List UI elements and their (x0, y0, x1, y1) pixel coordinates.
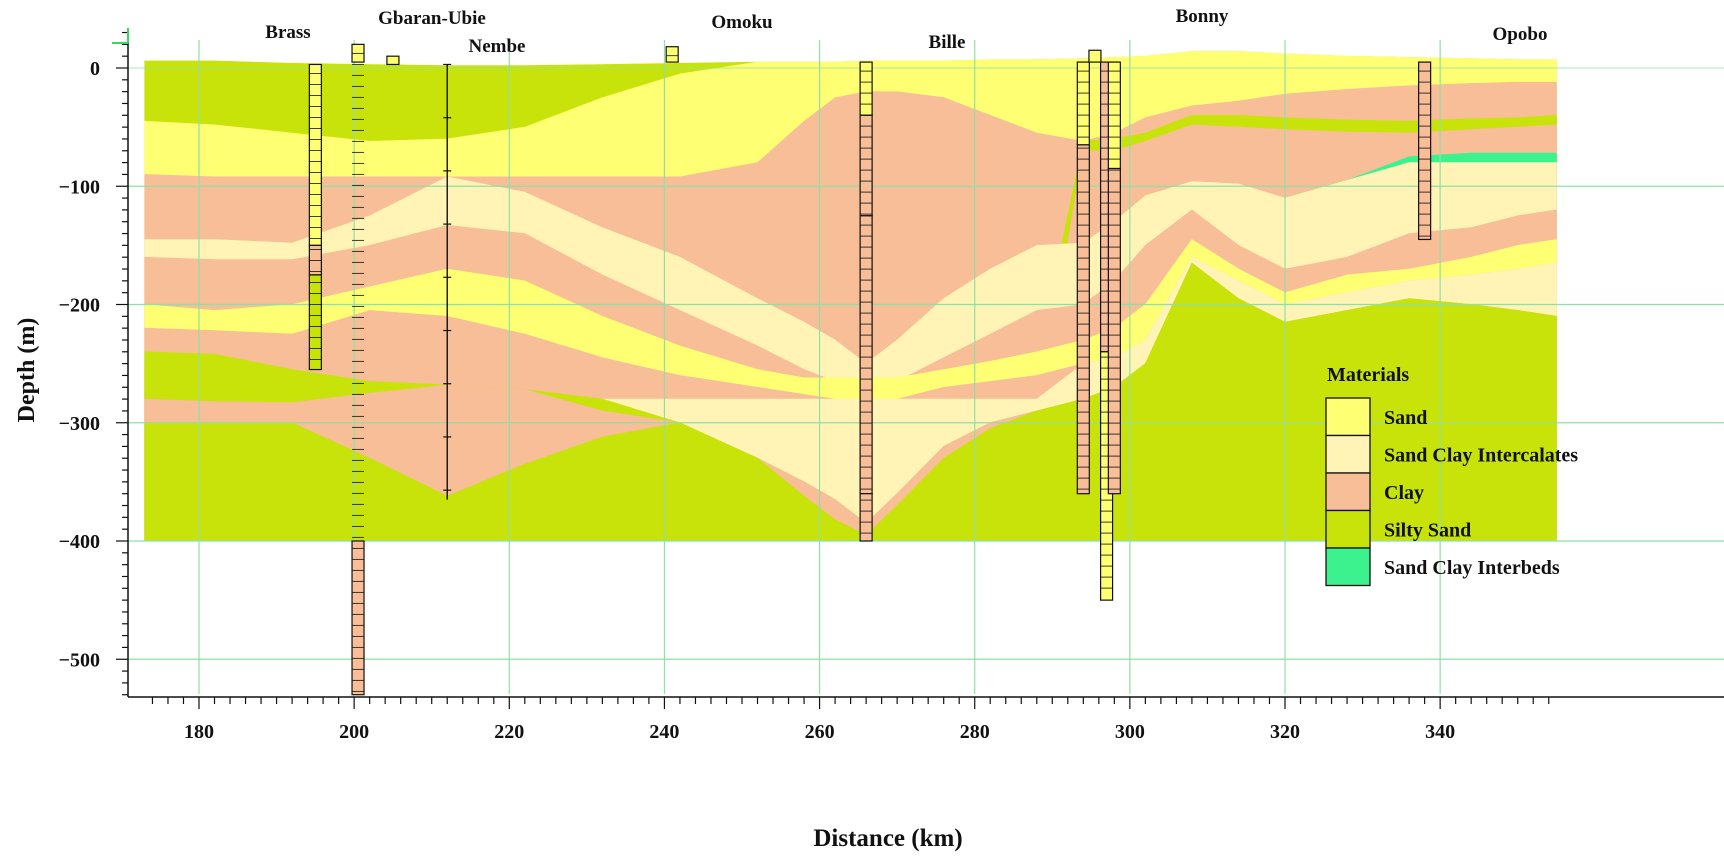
location-labels: Brass Gbaran-Ubie Nembe Omoku Bille Bonny Opob… (265, 6, 1547, 57)
borehole-log (1107, 61, 1121, 495)
x-tick-label: 260 (805, 721, 835, 743)
grid-lines (128, 40, 1724, 694)
legend-item-label: Sand (1384, 407, 1427, 429)
y-axis-label: Depth (m) (14, 318, 40, 423)
borehole-interval (859, 493, 873, 542)
y-tick-label: −400 (59, 531, 100, 553)
borehole-log (1088, 49, 1102, 63)
location-label: Opobo (1493, 24, 1548, 45)
location-label: Omoku (711, 12, 773, 33)
borehole-log (859, 61, 873, 542)
x-tick-label: 340 (1425, 721, 1455, 743)
legend-item-label: Clay (1384, 482, 1424, 504)
location-label: Gbaran-Ubie (378, 8, 486, 29)
borehole-interval (1076, 144, 1090, 495)
legend-swatch (1325, 547, 1371, 587)
location-label: Nembe (469, 36, 526, 57)
x-tick-label: 240 (649, 721, 679, 743)
borehole-log (308, 63, 322, 371)
x-tick-label: 320 (1270, 721, 1300, 743)
x-tick-label: 180 (184, 721, 214, 743)
borehole-interval (351, 540, 365, 696)
legend-swatch (1325, 397, 1371, 437)
borehole-logs (308, 43, 1432, 696)
x-tick-label: 280 (960, 721, 990, 743)
axes: 180 200 220 240 260 280 300 320 340 0 −100 −200 −300… (59, 28, 1724, 743)
borehole-interval (1418, 61, 1432, 241)
location-label: Bille (929, 32, 966, 53)
legend-swatch (1325, 509, 1371, 549)
y-tick-label: −200 (59, 295, 100, 317)
x-axis-label: Distance (km) (813, 825, 962, 852)
borehole-log (1076, 61, 1090, 495)
borehole-interval (665, 46, 679, 63)
borehole-interval (308, 63, 322, 246)
borehole-interval (859, 61, 873, 116)
borehole-log (665, 46, 679, 63)
x-tick-label: 300 (1115, 721, 1145, 743)
borehole-interval (859, 114, 873, 217)
materials-legend: Materials Sand Sand Clay Intercalates Clay S… (1325, 364, 1578, 587)
borehole-interval (386, 55, 400, 66)
y-tick-label: −300 (59, 413, 100, 435)
y-tick-label: 0 (90, 58, 100, 80)
location-label: Brass (265, 22, 310, 43)
y-tick-label: −100 (59, 176, 100, 198)
borehole-log (351, 43, 365, 696)
legend-swatch (1325, 472, 1371, 512)
borehole-log (386, 55, 400, 66)
borehole-log (1418, 61, 1432, 241)
nembe-section-line (443, 63, 452, 500)
x-tick-label: 200 (339, 721, 369, 743)
legend-title: Materials (1327, 364, 1409, 386)
legend-swatch (1325, 434, 1371, 474)
location-label: Bonny (1176, 6, 1229, 27)
borehole-interval (1076, 61, 1090, 146)
borehole-interval (1088, 49, 1102, 63)
x-tick-label: 220 (494, 721, 524, 743)
borehole-interval (859, 215, 873, 495)
legend-item-label: Silty Sand (1384, 519, 1471, 541)
legend-item-label: Sand Clay Interbeds (1384, 557, 1560, 579)
borehole-interval (308, 274, 322, 371)
legend-item-label: Sand Clay Intercalates (1384, 444, 1578, 466)
y-tick-label: −500 (59, 649, 100, 671)
layer-silty-sand (144, 262, 1557, 542)
geology-layers (144, 51, 1557, 542)
